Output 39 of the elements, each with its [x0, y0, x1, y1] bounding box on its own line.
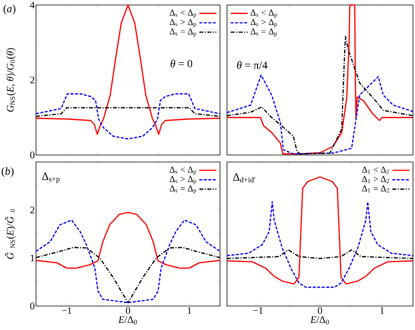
- legend-label: Δ$_{s}$ > Δ$_{p}$: [250, 19, 277, 28]
- y-tick-label: 0: [30, 152, 34, 158]
- x-tick-label: 1: [380, 307, 384, 314]
- legend-label: Δ$_{s}$ < Δ$_{p}$: [170, 10, 196, 18]
- line-series: [35, 212, 221, 269]
- annotation: θ = 0: [170, 60, 192, 68]
- line-series: [35, 93, 221, 140]
- line-series: [35, 219, 221, 304]
- y-tick-label: 4: [30, 2, 35, 8]
- x-tick-label: 0: [318, 307, 322, 314]
- y-tick-label: 0: [30, 302, 34, 310]
- text: G$_{NS}$(E, θ)/G$_{0}$(θ): [6, 48, 16, 112]
- legend-label: Δ$_{1}$ < Δ$_{2}$: [362, 166, 389, 174]
- y-axis-title: G̃$_{NS}$(E)/G̃$_{0}$: [5, 209, 16, 260]
- x-axis-title: E/Δ$_{0}$: [118, 316, 137, 324]
- line-series: [35, 246, 221, 304]
- legend-label: Δ$_{s}$ = Δ$_{p}$: [170, 185, 196, 194]
- legend-label: Δ$_{s}$ < Δ$_{p}$: [250, 10, 277, 18]
- annotation: Δ$_{d+id′}$: [233, 173, 256, 182]
- legend-label: Δ$_{s}$ = Δ$_{p}$: [170, 28, 196, 37]
- y-tick-label: 2: [30, 206, 34, 214]
- legend-label: Δ$_{s}$ > Δ$_{p}$: [170, 176, 196, 184]
- x-tick-label: 0: [126, 307, 130, 314]
- x-axis-title: E/Δ$_{0}$: [310, 316, 329, 324]
- text: (a): [4, 4, 16, 14]
- line-series: [35, 4, 221, 135]
- legend-label: Δ$_{1}$ = Δ$_{2}$: [362, 185, 389, 192]
- legend-label: Δ$_{s}$ > Δ$_{p}$: [170, 19, 196, 28]
- legend-label: Δ$_{s}$ = Δ$_{p}$: [250, 28, 277, 37]
- legend-label: Δ$_{1}$ > Δ$_{2}$: [362, 176, 389, 183]
- x-tick-label: 1: [188, 307, 192, 314]
- y-tick-label: 2: [30, 76, 34, 84]
- legend-label: Δ$_{s}$ < Δ$_{p}$: [170, 166, 196, 175]
- text: (b): [2, 167, 14, 178]
- x-tick-label: −1: [253, 307, 263, 314]
- y-tick-label: 1: [30, 254, 34, 262]
- annotation: θ = π/4: [237, 61, 268, 69]
- annotation: Δ$_{s+p}$: [42, 172, 60, 184]
- x-tick-label: −1: [62, 307, 72, 314]
